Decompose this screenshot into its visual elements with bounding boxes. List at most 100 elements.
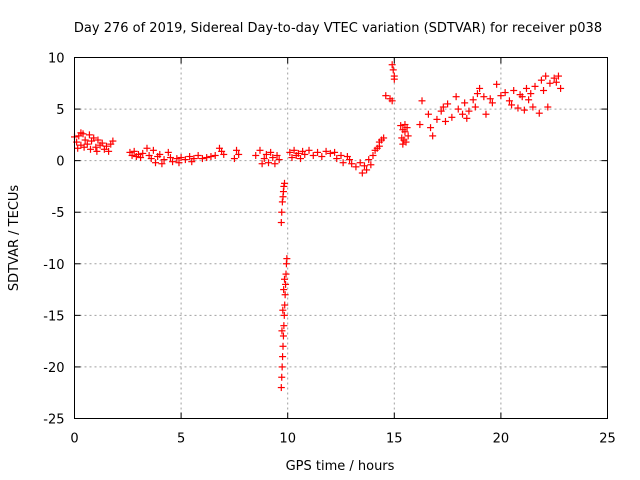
data-point [282, 270, 290, 278]
data-point [290, 146, 298, 154]
y-tick-labels: -25 -20 -15 -10 -5 0 5 10 [43, 52, 64, 428]
data-point [448, 113, 456, 121]
data-point [529, 103, 537, 111]
data-point [280, 286, 288, 294]
data-point [233, 146, 241, 154]
data-point [501, 89, 509, 97]
data-point [85, 131, 93, 139]
data-point [459, 110, 467, 118]
data-point [281, 275, 289, 283]
data-point [482, 110, 490, 118]
data-point [401, 128, 409, 136]
chart-title: Day 276 of 2019, Sidereal Day-to-day VTE… [74, 21, 602, 36]
data-point [401, 121, 409, 129]
data-point [465, 107, 473, 115]
data-point [520, 106, 528, 114]
y-tick-label: -20 [43, 361, 64, 376]
data-point [365, 156, 373, 164]
data-point [220, 150, 228, 158]
x-tick-label: 25 [599, 432, 616, 447]
data-point [288, 154, 296, 162]
x-tick-label: 10 [279, 432, 296, 447]
data-point [109, 137, 117, 145]
data-point [461, 99, 469, 107]
data-point [280, 311, 288, 319]
x-axis-label: GPS time / hours [286, 459, 395, 474]
data-point [80, 143, 88, 151]
data-point [463, 114, 471, 122]
data-point [542, 72, 550, 80]
data-point [160, 156, 168, 164]
y-tick-label: -10 [43, 258, 64, 273]
data-point [77, 129, 85, 137]
data-point [476, 84, 484, 92]
data-point [389, 66, 397, 74]
data-point [367, 161, 375, 169]
data-point [169, 158, 177, 166]
data-point [173, 155, 181, 163]
data-point [522, 84, 530, 92]
data-point [505, 97, 513, 105]
y-tick-label: -25 [43, 413, 64, 428]
data-point [375, 142, 383, 150]
data-point [278, 198, 286, 206]
data-point [510, 87, 518, 95]
data-point [105, 147, 113, 155]
data-point [102, 142, 110, 150]
data-point [278, 363, 286, 371]
data-point [260, 155, 268, 163]
data-point [262, 150, 270, 158]
x-tick-label: 15 [386, 432, 403, 447]
data-point [279, 306, 287, 314]
data-point [309, 151, 317, 159]
data-point [557, 84, 565, 92]
data-point [156, 150, 164, 158]
data-point [399, 140, 407, 148]
data-point [356, 159, 364, 167]
data-point [181, 156, 189, 164]
data-point [74, 144, 82, 152]
data-point [326, 149, 334, 157]
data-point [147, 155, 155, 163]
data-point [143, 144, 151, 152]
data-point [235, 150, 243, 158]
data-point [452, 93, 460, 101]
data-point [333, 155, 341, 163]
data-point [540, 87, 548, 95]
data-point [305, 146, 313, 154]
data-point [331, 148, 339, 156]
data-point [380, 134, 388, 142]
data-point [211, 151, 219, 159]
data-point [279, 332, 287, 340]
data-point [130, 147, 138, 155]
data-point [437, 107, 445, 115]
data-point [363, 166, 371, 174]
data-point [283, 255, 291, 263]
data-point [175, 159, 183, 167]
data-point [286, 148, 294, 156]
data-point [397, 122, 405, 130]
data-point [322, 147, 330, 155]
data-point [552, 78, 560, 86]
x-tick-label: 0 [70, 432, 78, 447]
data-point [527, 90, 535, 98]
data-point [441, 117, 449, 125]
data-point [433, 115, 441, 123]
data-point [546, 79, 554, 87]
data-point [188, 158, 196, 166]
data-point [554, 72, 562, 80]
data-point [93, 147, 101, 155]
data-point [473, 90, 481, 98]
data-point [90, 134, 98, 142]
data-point [296, 155, 304, 163]
data-point [281, 301, 289, 309]
data-point [318, 153, 326, 161]
data-point [301, 150, 309, 158]
data-point [128, 151, 136, 159]
data-point [164, 148, 172, 156]
data-point [480, 93, 488, 101]
data-point [265, 159, 273, 167]
data-point [388, 97, 396, 105]
data-points [71, 61, 565, 392]
